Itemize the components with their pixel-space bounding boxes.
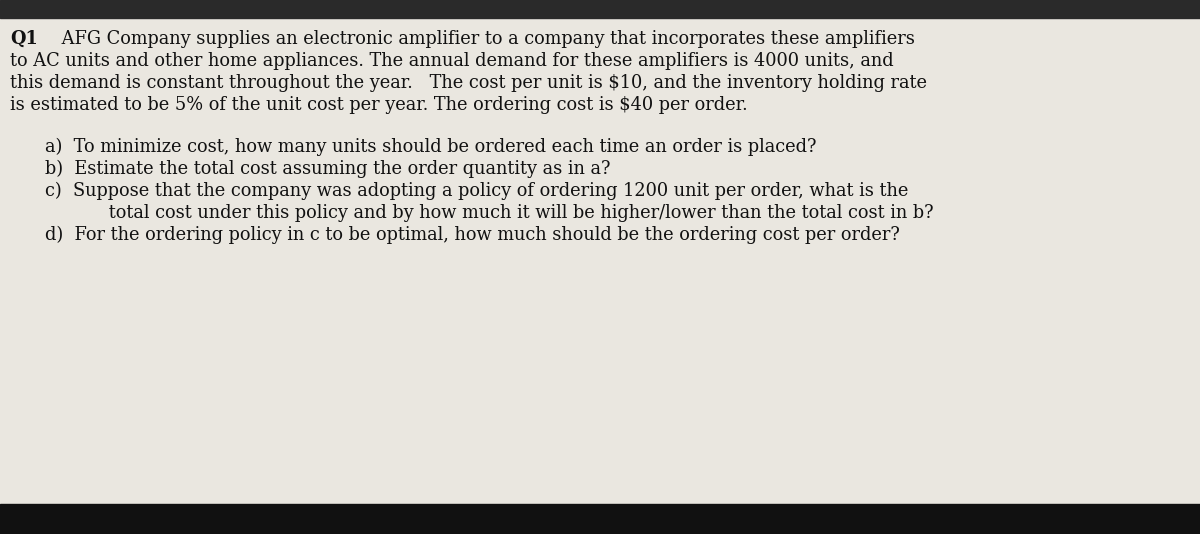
Text: total cost under this policy and by how much it will be higher/lower than the to: total cost under this policy and by how … [74, 204, 934, 222]
Text: d)  For the ordering policy in c to be optimal, how much should be the ordering : d) For the ordering policy in c to be op… [46, 226, 900, 244]
Text: Q1: Q1 [10, 30, 37, 48]
Text: a)  To minimize cost, how many units should be ordered each time an order is pla: a) To minimize cost, how many units shou… [46, 138, 816, 156]
Text: AFG Company supplies an electronic amplifier to a company that incorporates thes: AFG Company supplies an electronic ampli… [55, 30, 914, 48]
Bar [0, 504, 1200, 534]
Text: c)  Suppose that the company was adopting a policy of ordering 1200 unit per ord: c) Suppose that the company was adopting… [46, 182, 908, 200]
Text: this demand is constant throughout the year.   The cost per unit is $10, and the: this demand is constant throughout the y… [10, 74, 928, 92]
Text: b)  Estimate the total cost assuming the order quantity as in a?: b) Estimate the total cost assuming the … [46, 160, 611, 178]
Text: to AC units and other home appliances. The annual demand for these amplifiers is: to AC units and other home appliances. T… [10, 52, 894, 70]
Text: is estimated to be 5% of the unit cost per year. The ordering cost is $40 per or: is estimated to be 5% of the unit cost p… [10, 96, 748, 114]
Bar [0, 0, 1200, 18]
